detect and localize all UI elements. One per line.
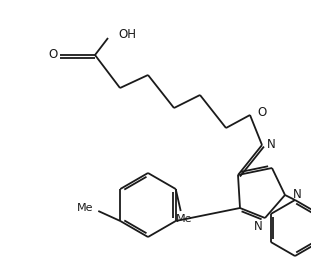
Text: Me: Me <box>175 214 192 224</box>
Text: N: N <box>254 220 263 232</box>
Text: O: O <box>257 106 266 118</box>
Text: OH: OH <box>118 29 136 41</box>
Text: N: N <box>267 139 276 151</box>
Text: N: N <box>293 188 302 201</box>
Text: Me: Me <box>77 203 93 213</box>
Text: O: O <box>49 48 58 62</box>
